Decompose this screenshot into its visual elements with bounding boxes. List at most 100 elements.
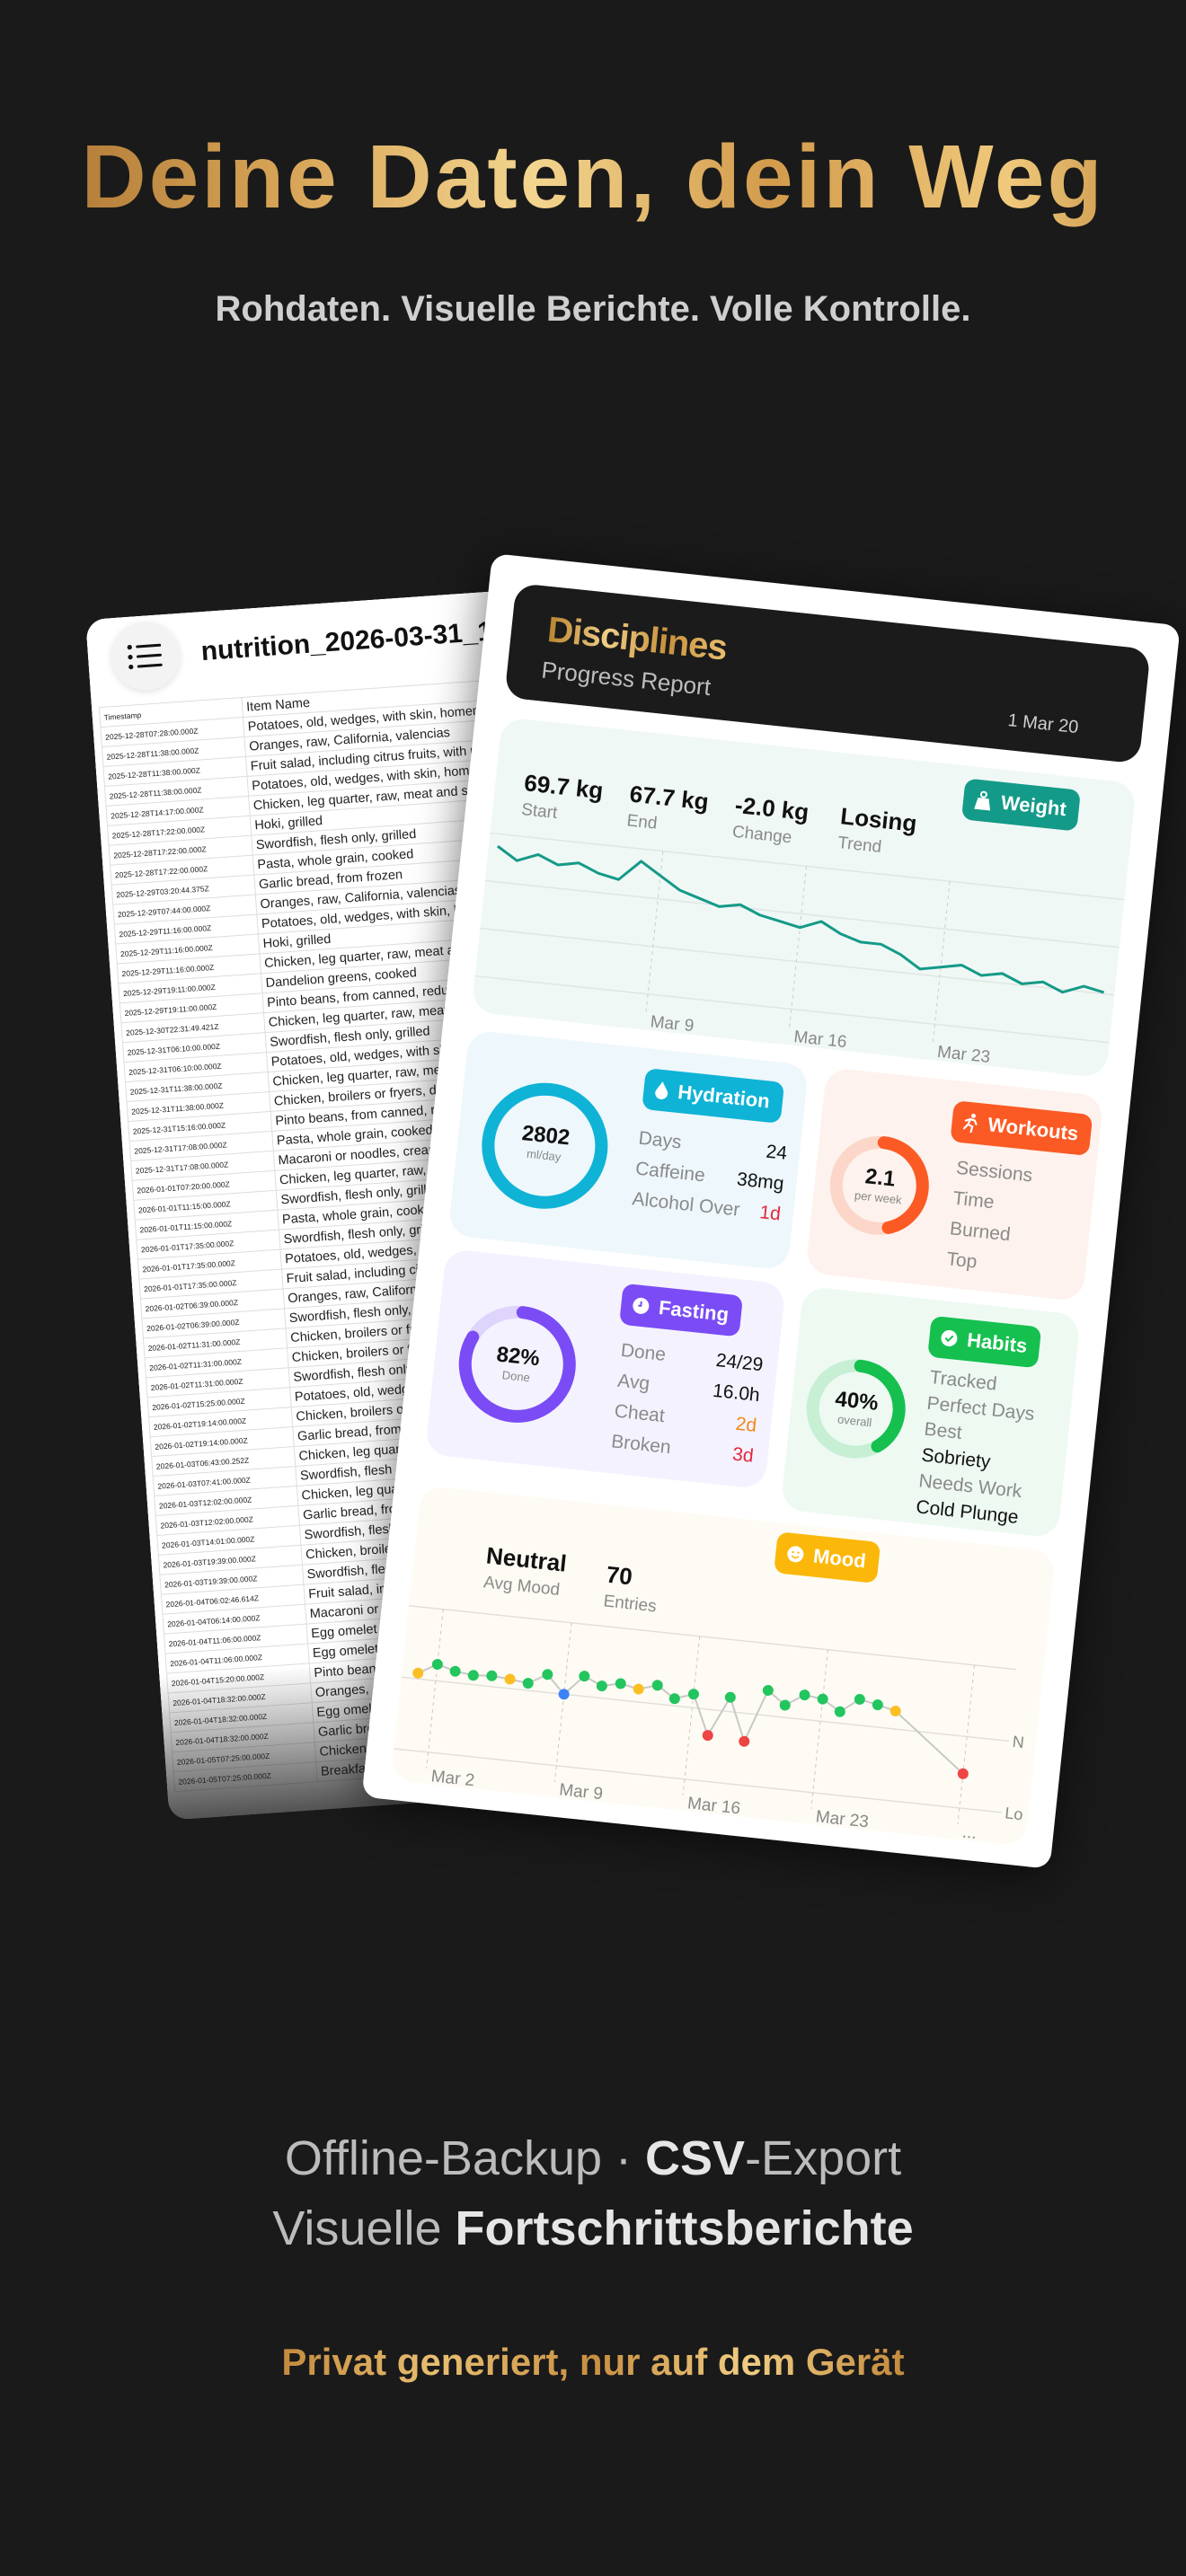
mood-point: [431, 1658, 443, 1670]
water-drop-icon: [655, 1081, 668, 1099]
mood-point: [596, 1681, 607, 1692]
habits-card: 40% overall Habits Tracked Perfect Days Bes…: [780, 1285, 1081, 1539]
x-tick-label: Mar 9: [558, 1780, 604, 1804]
hydration-card: 2802 ml/day Hydration Days Caffeine Alcohol…: [447, 1029, 810, 1271]
x-tick-label: Mar 2: [430, 1767, 476, 1790]
file-title: nutrition_2026-03-31_1: [199, 616, 494, 667]
clock-icon: [633, 1297, 650, 1314]
mood-point: [449, 1665, 461, 1677]
x-tick-label: Mar 16: [792, 1028, 847, 1052]
fasting-ring: [458, 1305, 576, 1423]
x-tick-label: Mar 23: [936, 1043, 991, 1067]
csv-sheet-preview: nutrition_2026-03-31_1 Timestamp Item Na…: [85, 578, 761, 1821]
ring-progress: [482, 1082, 608, 1209]
mood-point: [834, 1706, 845, 1717]
mood-point: [542, 1669, 553, 1681]
mood-point: [872, 1699, 883, 1711]
feature-line-1: Offline-Backup · CSV-Export: [284, 2131, 902, 2185]
gridline: [401, 1676, 1010, 1742]
tick-line: [810, 1649, 828, 1809]
mood-point: [651, 1680, 663, 1691]
habits-labels: Tracked Perfect Days Best Sobriety Needs Wo…: [915, 1366, 1036, 1529]
smiley-icon: [787, 1546, 804, 1563]
sheet-header: nutrition_2026-03-31_1: [85, 578, 683, 701]
fasting-badge: Fasting: [619, 1283, 744, 1337]
tick-line: [789, 866, 807, 1028]
gridline: [394, 1748, 1002, 1813]
mood-point: [467, 1670, 479, 1681]
workouts-card: 2.1 per week Workouts Sessions Time Burned T…: [805, 1067, 1104, 1302]
x-tick-label: Mar 23: [815, 1807, 870, 1831]
ring-progress: [458, 1305, 576, 1423]
mood-point: [486, 1670, 498, 1681]
tick-line: [682, 1636, 701, 1795]
gridline: [474, 975, 1110, 1044]
mood-point: [739, 1735, 750, 1747]
x-tick-label: Mar 9: [650, 1012, 695, 1036]
mood-point: [558, 1689, 570, 1700]
privacy-tagline: Privat generiert, nur auf dem Gerät: [281, 2341, 905, 2383]
mood-badge: Mood: [774, 1531, 881, 1584]
hydration-ring: [482, 1082, 608, 1209]
tick-line: [553, 1622, 572, 1782]
hero-title: Deine Daten, dein Weg: [0, 126, 1186, 229]
mood-point: [579, 1671, 590, 1682]
weight-icon: [974, 790, 991, 811]
mood-chart: N Lo Mar 2 Mar 9 Mar 16 Mar 23...: [394, 1604, 1025, 1844]
weight-chart: Mar 9 Mar 16 Mar 23: [474, 832, 1125, 1067]
mood-card: Neutral Avg Mood 70 Entries Mood N Lo Mar 2 M…: [390, 1485, 1057, 1847]
tick-line: [932, 881, 951, 1043]
hero-subtitle: Rohdaten. Visuelle Berichte. Volle Kontr…: [215, 289, 971, 329]
mood-point: [687, 1689, 699, 1700]
ring-progress: [806, 1359, 906, 1459]
mood-point: [890, 1705, 901, 1716]
mood-point: [633, 1683, 644, 1695]
gridline: [490, 832, 1125, 901]
gridline: [408, 1604, 1017, 1671]
x-tick-label: ...: [961, 1823, 978, 1844]
x-tick-label: Mar 16: [686, 1794, 741, 1818]
tick-line: [957, 1664, 976, 1824]
tick-line: [426, 1609, 444, 1769]
mood-point: [504, 1673, 516, 1685]
gridline: [484, 879, 1120, 948]
mood-point: [615, 1678, 626, 1689]
workouts-ring: [829, 1135, 929, 1235]
mood-point: [702, 1730, 713, 1742]
y-tick-label: N: [1012, 1733, 1025, 1751]
workouts-labels: Sessions Time Burned Top: [945, 1157, 1034, 1273]
weight-line: [497, 844, 1105, 994]
menu-button[interactable]: [109, 619, 182, 693]
hydration-badge: Hydration: [642, 1068, 784, 1124]
mood-point: [957, 1768, 969, 1779]
weight-badge: Weight: [960, 778, 1081, 832]
feature-line-2: Visuelle Fortschrittsberichte: [272, 2201, 914, 2255]
hydration-labels: Days Caffeine Alcohol Over: [631, 1127, 741, 1221]
gridline: [480, 927, 1115, 996]
mood-point: [668, 1693, 680, 1705]
report-date: 1 Mar 20: [1006, 710, 1080, 738]
mood-line: [417, 1663, 964, 1775]
stat-entries: 70 Entries: [602, 1560, 658, 1617]
list-icon: [127, 643, 163, 670]
weight-card: 69.7 kg Start 67.7 kg End -2.0 kg Change Lo…: [471, 717, 1137, 1079]
running-icon: [962, 1113, 978, 1134]
mood-point: [817, 1693, 828, 1705]
ring-progress: [829, 1135, 929, 1235]
fasting-labels: Done Avg Cheat Broken: [610, 1339, 672, 1459]
mood-point: [762, 1685, 774, 1697]
fasting-card: 82% Done Fasting Done Avg Cheat Broken 24/29…: [424, 1248, 786, 1490]
y-tick-label: Lo: [1004, 1804, 1023, 1823]
tick-line: [645, 851, 664, 1012]
mood-point: [799, 1689, 810, 1701]
progress-report: Disciplines Progress Report 1 Mar 20 69.…: [361, 553, 1181, 1869]
mood-point: [412, 1667, 424, 1679]
workouts-badge: Workouts: [950, 1100, 1093, 1157]
fasting-values: 24/29 16.0h 2d 3d: [712, 1350, 765, 1467]
mood-point: [522, 1678, 534, 1689]
stat-avg-mood: Neutral Avg Mood: [482, 1541, 569, 1601]
mood-point: [779, 1699, 791, 1711]
habits-badge: Habits: [927, 1315, 1042, 1369]
hydration-values: 24 38mg 1d: [735, 1141, 789, 1225]
habits-ring: [806, 1359, 906, 1459]
